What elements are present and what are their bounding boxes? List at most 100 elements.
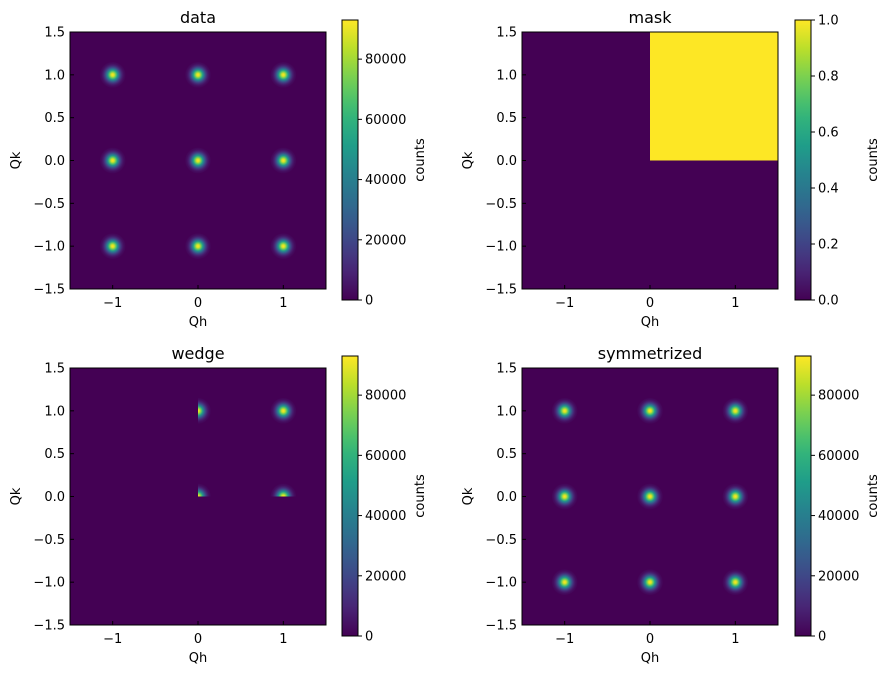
x-tick-label: 1 [731,632,739,647]
y-axis-label: Qk [9,487,24,505]
colorbar-tick-label: 0.8 [818,70,839,85]
mask-region [650,32,778,161]
x-axis-label: Qh [189,651,207,666]
x-tick-label: 1 [279,632,287,647]
x-tick-label: 1 [279,296,287,311]
colorbar-frame [341,19,359,301]
colorbar-gradient [342,20,358,300]
x-tick-label: −1 [555,632,574,647]
colorbar-label: counts [413,138,428,182]
peak-0-0 [637,483,663,510]
y-tick-label: 0.0 [496,490,517,505]
y-tick-label: 1.0 [44,404,65,419]
colorbar: 0.0 0.2 0.4 0.6 0.8 1.0 counts [794,14,881,309]
plot-area [522,32,778,289]
subplot-data: −1 0 1 −1.5 −1.0 −0.5 0.0 0.5 1.0 1.5 data Qh Qk 0 200… [9,8,428,330]
y-tick-label: −1.0 [33,576,65,591]
peak-1--1 [270,233,297,260]
colorbar-gradient [795,356,811,636]
y-tick-label: −1.5 [485,283,517,298]
colorbar-label: counts [413,474,428,518]
y-tick-label: −1.5 [33,619,65,634]
subplot-symmetrized: −1 0 1 −1.5 −1.0 −0.5 0.0 0.5 1.0 1.5 symmetrized Q… [461,344,881,666]
y-tick-label: 0.0 [496,154,517,169]
peak-0--1 [637,569,663,596]
y-axis-label: Qk [461,151,476,169]
peak--1-1 [551,397,578,424]
colorbar: 0 20000 40000 60000 80000 counts [341,19,428,309]
subplot-title: data [180,8,216,27]
x-tick-label: −1 [555,296,574,311]
peak-1-1 [270,61,297,88]
colorbar-label: counts [866,138,881,182]
y-axis-label: Qk [9,151,24,169]
colorbar-tick-label: 40000 [818,509,859,524]
peak-0-1 [198,397,211,424]
y-tick-label: −0.5 [33,197,65,212]
peak-0-1 [185,61,211,88]
colorbar-tick-label: 0 [365,630,373,645]
y-tick-label: −0.5 [485,533,517,548]
x-tick-label: 1 [731,296,739,311]
colorbar-gradient [795,20,811,300]
peak--1--1 [551,569,578,596]
peak--1--1 [99,233,126,260]
peak-1--1 [722,569,749,596]
colorbar: 0 20000 40000 60000 80000 counts [341,355,428,645]
colorbar-tick-label: 40000 [365,173,406,188]
subplot-title: mask [629,8,673,27]
colorbar-tick-label: 60000 [365,113,406,128]
colorbar-tick-label: 0 [818,630,826,645]
y-tick-label: −1.0 [485,240,517,255]
colorbar-tick-label: 0.4 [818,182,839,197]
y-tick-label: −0.5 [485,197,517,212]
y-tick-label: 0.5 [496,447,517,462]
subplot-mask: −1 0 1−1.5−1.0−0.50.00.51.01.5maskQhQk0.00… [461,8,881,330]
y-tick-label: 1.0 [496,404,517,419]
peak-1-0 [270,483,297,497]
peak--1-0 [551,483,578,510]
y-tick-label: 1.5 [44,26,65,41]
y-tick-label: 1.5 [496,26,517,41]
plot-area [70,32,326,289]
peak--1-1 [99,61,126,88]
x-tick-label: 0 [194,296,202,311]
y-tick-label: 0.0 [44,154,65,169]
y-tick-label: −1.5 [33,283,65,298]
colorbar-tick-label: 1.0 [818,14,839,29]
plot-area [70,368,326,625]
peak-1-0 [722,483,749,510]
colorbar-tick-label: 60000 [818,449,859,464]
subplot-wedge: −1 0 1 −1.5 −1.0 −0.5 0.0 0.5 1.0 1.5 wedge Qh Qk 0 20… [9,344,428,666]
peak-1-1 [722,397,749,424]
colorbar-frame [794,19,812,301]
x-tick-label: 0 [646,632,654,647]
colorbar-tick-label: 0.0 [818,294,839,309]
y-axis-label: Qk [461,487,476,505]
y-tick-label: 1.5 [496,362,517,377]
peak-1-1 [270,397,297,424]
x-tick-label: −1 [103,296,122,311]
y-tick-label: −1.0 [485,576,517,591]
colorbar-tick-label: 20000 [365,569,406,584]
colorbar-frame [794,355,812,637]
y-tick-label: 1.0 [44,68,65,83]
y-tick-label: −1.5 [485,619,517,634]
y-tick-label: −0.5 [33,533,65,548]
colorbar-tick-label: 80000 [818,389,859,404]
subplot-title: wedge [171,344,224,363]
colorbar-tick-label: 20000 [365,233,406,248]
y-tick-label: 0.5 [44,111,65,126]
colorbar-label: counts [866,474,881,518]
peak-0-0 [185,147,211,174]
y-tick-label: 0.5 [496,111,517,126]
colorbar-frame [341,355,359,637]
colorbar-tick-label: 60000 [365,449,406,464]
x-axis-label: Qh [641,651,659,666]
plot-area [522,368,778,625]
x-axis-label: Qh [189,315,207,330]
colorbar-tick-label: 20000 [818,569,859,584]
peak-1-0 [270,147,297,174]
colorbar-gradient [342,356,358,636]
x-tick-label: 0 [194,632,202,647]
